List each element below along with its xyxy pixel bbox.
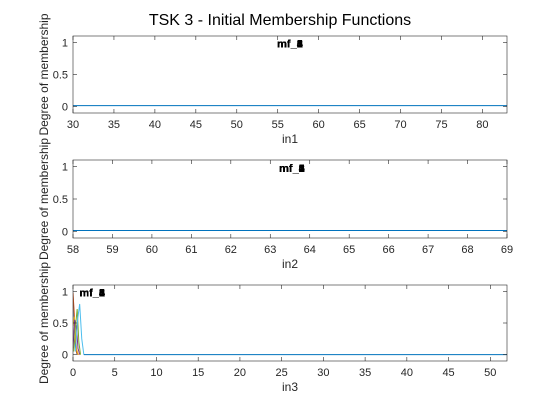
x-tick-label: 60 [146,244,158,256]
mf-label: mf_6 [277,39,303,51]
x-tick-label: 30 [317,367,329,379]
mf-label: mf_4 [277,39,304,51]
y-tick-label: 0 [62,227,68,239]
x-tick-label: 62 [225,244,237,256]
mf-label: mf_4 [279,163,306,175]
y-tick-label: 0.5 [53,318,68,330]
x-tick-label: 75 [435,119,447,131]
x-tick-label: 66 [383,244,395,256]
x-tick-label: 40 [401,367,413,379]
x-axis-label: in3 [282,380,298,394]
axes-1: 30 35 40 45 50 55 60 65 70 75 80 0 0.5 1 in1 Degree of … [37,13,508,146]
x-tick-label: 61 [185,244,197,256]
x-tick-label: 0 [70,367,76,379]
x-tick-label: 30 [67,119,79,131]
mf-label: mf_2 [79,288,105,300]
mf-label: mf_2 [279,163,305,175]
series-line [73,319,81,355]
mf-label: mf_3 [279,163,305,175]
x-tick-label: 70 [394,119,406,131]
y-tick-label: 0.5 [53,70,68,82]
x-tick-label: 20 [234,367,246,379]
series-line [73,309,82,355]
x-tick-label: 59 [106,244,118,256]
y-tick-label: 0.5 [53,194,68,206]
x-tick-label: 10 [150,367,162,379]
x-tick-label: 68 [461,244,473,256]
y-tick-label: 1 [62,37,68,49]
x-tick-label: 67 [422,244,434,256]
x-axis-label: in1 [282,132,298,146]
x-tick-label: 15 [192,367,204,379]
x-tick-label: 55 [272,119,284,131]
x-tick-label: 25 [276,367,288,379]
series-line [75,303,85,355]
x-tick-label: 65 [343,244,355,256]
x-tick-label: 40 [149,119,161,131]
series-line [73,292,79,355]
x-tick-label: 65 [353,119,365,131]
mf-label: mf_6 [279,163,305,175]
mf-label: mf_5 [277,39,303,51]
mf-label: mf_1 [79,288,105,300]
x-tick-label: 80 [476,119,488,131]
mf-label: mf_4 [79,288,106,300]
x-tick-label: 35 [359,367,371,379]
y-axis-label: Degree of membership [37,138,51,260]
y-tick-label: 1 [62,162,68,174]
mf-label: mf_5 [279,163,305,175]
axes-3: 0 5 10 15 20 25 30 35 40 45 50 0 0.5 1 in3 Degree of me… [37,262,508,394]
mf-label: mf_5 [79,288,105,300]
x-axis-label: in2 [282,257,298,271]
figure-title: TSK 3 - Initial Membership Functions [149,12,411,29]
x-tick-label: 69 [501,244,513,256]
plot-area [73,160,507,238]
mf-label: mf_1 [279,163,305,175]
x-tick-label: 35 [108,119,120,131]
axes-2: 58 59 60 61 62 63 64 65 66 67 68 69 0 0.5 1 in2 Degree o… [37,138,513,271]
x-tick-label: 63 [264,244,276,256]
x-tick-label: 5 [112,367,118,379]
y-tick-label: 0 [62,350,68,362]
series-group [73,292,507,356]
x-tick-label: 45 [442,367,454,379]
y-tick-label: 0 [62,102,68,114]
x-tick-label: 64 [304,244,316,256]
y-tick-label: 1 [62,286,68,298]
y-axis-label: Degree of membership [37,13,51,135]
mf-label: mf_1 [277,39,303,51]
mf-label: mf_3 [277,39,303,51]
x-tick-label: 60 [313,119,325,131]
mf-label: mf_6 [79,288,105,300]
x-tick-label: 45 [190,119,202,131]
x-tick-label: 58 [67,244,79,256]
x-tick-label: 50 [231,119,243,131]
y-axis-label: Degree of membership [37,262,51,384]
plot-area [73,36,507,113]
mf-label: mf_2 [277,39,303,51]
mf-label: mf_3 [79,288,105,300]
plot-area [73,285,507,361]
x-tick-label: 50 [484,367,496,379]
